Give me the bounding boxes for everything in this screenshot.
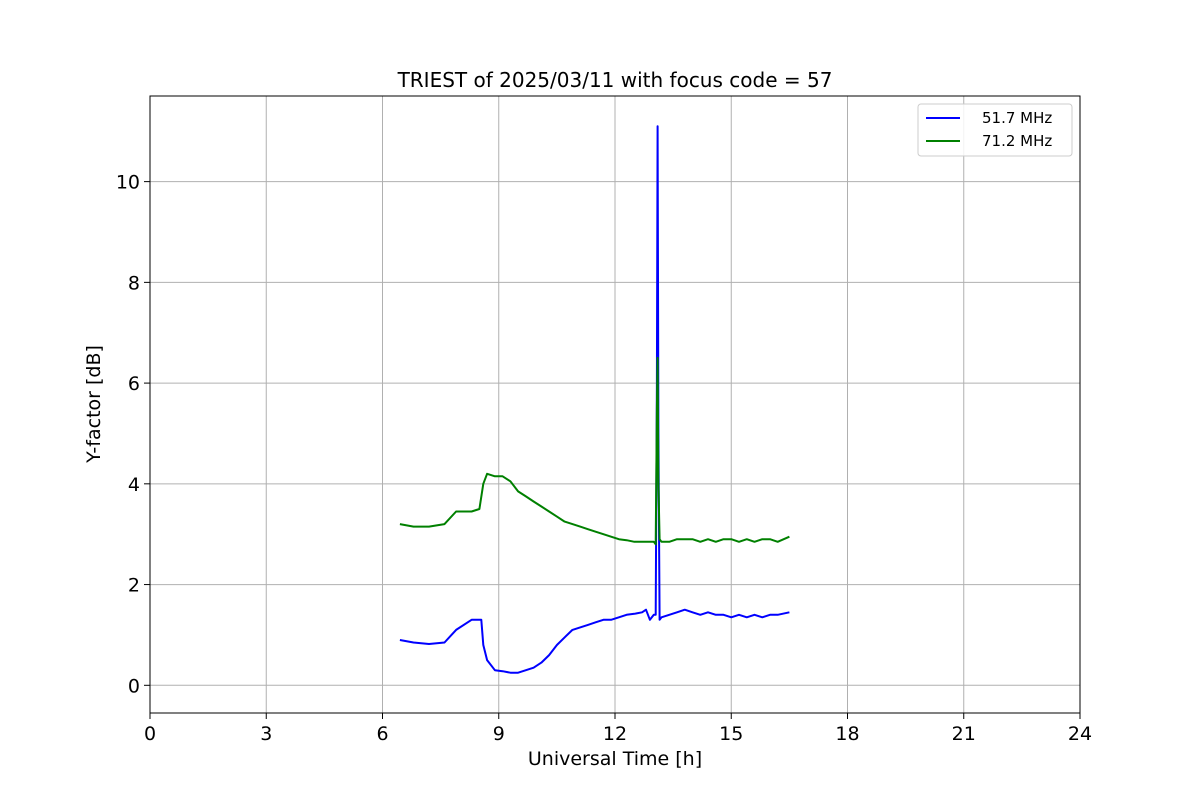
x-tick-label: 15 — [719, 723, 743, 745]
x-tick-label: 3 — [260, 723, 272, 745]
y-tick-label: 6 — [128, 373, 140, 395]
series-line-1 — [399, 356, 790, 546]
y-tick-label: 2 — [128, 575, 140, 597]
series-layer — [399, 125, 790, 674]
x-tick-label: 21 — [952, 723, 976, 745]
legend-label-0: 51.7 MHz — [982, 109, 1052, 127]
x-tick-label: 9 — [493, 723, 505, 745]
x-tick-label: 12 — [603, 723, 627, 745]
x-tick-label: 18 — [835, 723, 859, 745]
x-axis-label: Universal Time [h] — [528, 748, 702, 770]
y-tick-label: 0 — [128, 675, 140, 697]
legend-label-1: 71.2 MHz — [982, 132, 1052, 150]
x-tick-label: 6 — [376, 723, 388, 745]
y-tick-label: 8 — [128, 272, 140, 294]
series-line-0 — [399, 125, 790, 674]
x-axis: 0 3 6 9 12 15 18 21 24 — [144, 713, 1092, 745]
y-tick-label: 4 — [128, 474, 140, 496]
y-tick-label: 10 — [116, 172, 140, 194]
x-tick-label: 24 — [1068, 723, 1092, 745]
x-tick-label: 0 — [144, 723, 156, 745]
y-axis: 0 2 4 6 8 10 — [116, 172, 150, 697]
chart-title: TRIEST of 2025/03/11 with focus code = 5… — [397, 68, 833, 92]
legend: 51.7 MHz 71.2 MHz — [917, 103, 1073, 157]
y-axis-label: Y-factor [dB] — [83, 345, 105, 464]
